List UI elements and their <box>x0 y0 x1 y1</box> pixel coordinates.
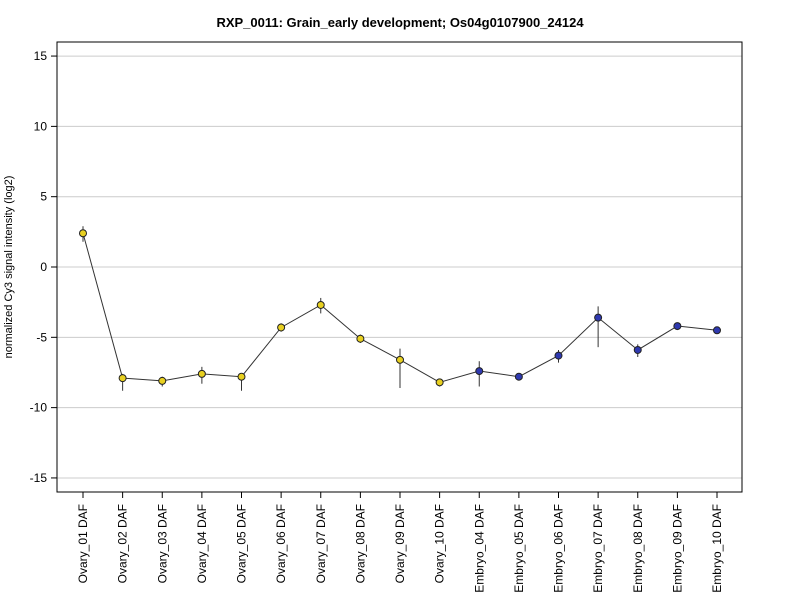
data-point <box>197 369 206 378</box>
x-tick-label: Ovary_05 DAF <box>235 504 249 583</box>
y-tick-label: 5 <box>40 190 47 204</box>
x-tick-label: Ovary_02 DAF <box>116 504 130 583</box>
y-tick-label: 10 <box>34 119 48 133</box>
data-point <box>713 326 721 335</box>
x-tick-label: Ovary_10 DAF <box>433 504 447 583</box>
y-tick-label: -5 <box>36 330 47 344</box>
data-point <box>316 300 325 309</box>
x-axis: Ovary_01 DAF Ovary_02 DAF Ovary_03 DAF Ovar… <box>76 492 724 593</box>
y-tick-label: -10 <box>30 401 48 415</box>
data-point <box>118 374 127 383</box>
data-point <box>158 376 167 385</box>
x-tick-label: Ovary_09 DAF <box>393 504 407 583</box>
y-axis-label: normalized Cy3 signal intensity (log2) <box>3 176 15 359</box>
data-point <box>237 372 246 381</box>
data-point <box>435 378 444 387</box>
data-point <box>554 351 563 360</box>
x-tick-label: Embryo_10 DAF <box>710 504 724 593</box>
x-tick-label: Embryo_05 DAF <box>512 504 526 593</box>
x-tick-label: Ovary_03 DAF <box>155 504 169 583</box>
x-tick-label: Embryo_07 DAF <box>591 504 605 593</box>
data-point <box>277 323 286 332</box>
y-tick-label: 15 <box>34 49 48 63</box>
x-tick-label: Embryo_09 DAF <box>670 504 684 593</box>
data-point <box>79 229 87 238</box>
x-tick-label: Ovary_01 DAF <box>76 504 90 583</box>
x-tick-label: Ovary_04 DAF <box>195 504 209 583</box>
x-tick-label: Embryo_08 DAF <box>631 504 645 593</box>
x-tick-label: Embryo_04 DAF <box>472 504 486 593</box>
gridlines <box>57 55 742 479</box>
data-point <box>356 334 365 343</box>
data-point <box>475 367 484 376</box>
x-tick-label: Ovary_06 DAF <box>274 504 288 583</box>
chart-title: RXP_0011: Grain_early development; Os04g… <box>216 15 584 30</box>
data-point <box>396 355 404 364</box>
data-point <box>633 345 642 354</box>
series <box>79 226 721 391</box>
data-point <box>673 322 682 331</box>
x-tick-label: Embryo_06 DAF <box>552 504 566 593</box>
data-point <box>514 372 523 381</box>
x-tick-label: Ovary_07 DAF <box>314 504 328 583</box>
y-tick-label: 0 <box>40 260 47 274</box>
y-axis: 15 10 5 0 -5 -10 -15 <box>30 49 57 485</box>
x-tick-label: Ovary_08 DAF <box>353 504 367 583</box>
data-point <box>594 313 603 322</box>
y-tick-label: -15 <box>30 471 48 485</box>
